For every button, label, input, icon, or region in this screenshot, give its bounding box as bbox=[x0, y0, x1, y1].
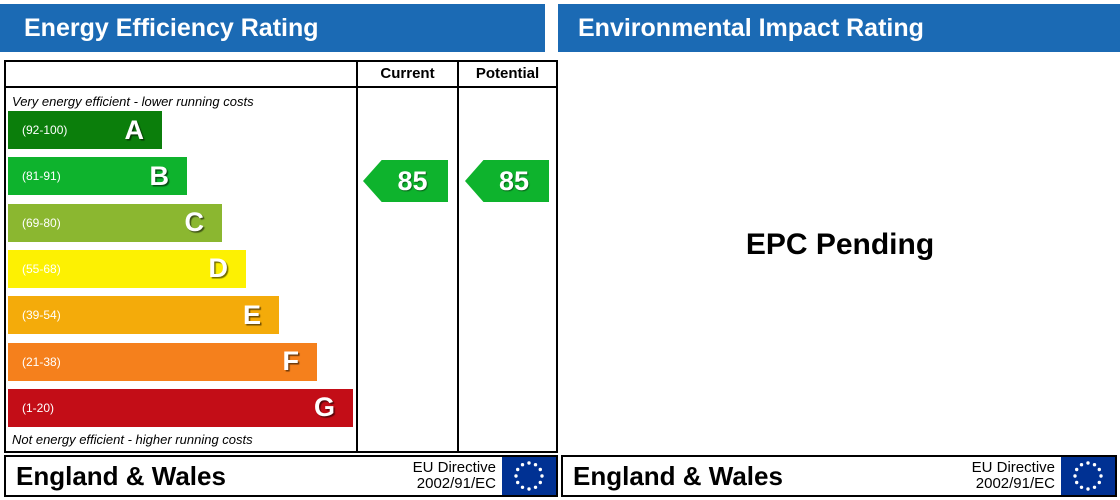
band-column-header bbox=[6, 62, 358, 86]
eu-directive-line2: 2002/91/EC bbox=[416, 475, 496, 492]
potential-rating-arrow: 85 bbox=[465, 160, 549, 202]
band-E: (39-54) E bbox=[8, 296, 279, 335]
current-rating-cell: 85 bbox=[358, 88, 459, 451]
band-letter: E bbox=[242, 299, 261, 330]
potential-rating-cell: 85 bbox=[459, 88, 556, 451]
band-A: (92-100) A bbox=[8, 111, 162, 149]
bands: Very energy efficient - lower running co… bbox=[6, 88, 358, 451]
band-range: (92-100) bbox=[22, 123, 68, 137]
band-D: (55-68) D bbox=[8, 249, 246, 288]
band-range: (81-91) bbox=[22, 169, 61, 184]
eu-directive-line1: EU Directive bbox=[412, 459, 496, 476]
band-letter: D bbox=[208, 253, 229, 284]
band-range: (1-20) bbox=[22, 400, 55, 415]
bottom-note: Not energy efficient - higher running co… bbox=[12, 432, 253, 447]
environmental-footer: England & Wales EU Directive 2002/91/EC bbox=[561, 455, 1117, 497]
epc-pending-status: EPC Pending bbox=[745, 228, 935, 261]
band-range: (69-80) bbox=[22, 215, 61, 230]
band-C: (69-80) C bbox=[8, 203, 222, 242]
energy-rating-table: Current Potential Very energy efficient … bbox=[4, 60, 558, 453]
environmental-impact-title: Environmental Impact Rating bbox=[578, 14, 924, 42]
rating-table-header-row: Current Potential bbox=[6, 62, 556, 88]
energy-efficiency-title: Energy Efficiency Rating bbox=[24, 14, 319, 42]
eu-directive-label: EU Directive 2002/91/EC bbox=[413, 460, 496, 492]
top-note: Very energy efficient - lower running co… bbox=[12, 94, 254, 109]
region-label: England & Wales bbox=[573, 460, 783, 491]
potential-column-header: Potential bbox=[475, 65, 540, 82]
band-letter: F bbox=[282, 346, 300, 376]
energy-efficiency-header: Energy Efficiency Rating bbox=[0, 4, 545, 52]
band-range: (55-68) bbox=[22, 261, 61, 276]
band-letter: C bbox=[184, 207, 205, 238]
environmental-impact-header: Environmental Impact Rating bbox=[558, 4, 1120, 52]
rating-table-body: Very energy efficient - lower running co… bbox=[6, 88, 556, 451]
potential-rating-value: 85 bbox=[498, 165, 530, 196]
band-range: (21-38) bbox=[22, 354, 61, 369]
eu-directive-label: EU Directive 2002/91/EC bbox=[972, 460, 1055, 492]
band-G: (1-20) G bbox=[8, 388, 353, 427]
energy-footer: England & Wales EU Directive 2002/91/EC bbox=[4, 455, 558, 497]
eu-flag-icon bbox=[502, 457, 556, 495]
band-letter: G bbox=[313, 392, 335, 423]
current-rating-arrow: 85 bbox=[363, 160, 448, 202]
band-letter: A bbox=[124, 114, 145, 145]
eu-flag-icon bbox=[1061, 457, 1115, 495]
current-rating-value: 85 bbox=[397, 165, 428, 196]
current-column-header: Current bbox=[358, 62, 459, 86]
eu-directive-line1: EU Directive bbox=[971, 459, 1055, 476]
band-letter: B bbox=[149, 160, 170, 191]
band-F: (21-38) F bbox=[8, 342, 317, 381]
band-B: (81-91) B bbox=[8, 157, 187, 196]
eu-directive-line2: 2002/91/EC bbox=[975, 475, 1055, 492]
region-label: England & Wales bbox=[16, 460, 226, 491]
band-range: (39-54) bbox=[22, 308, 61, 323]
